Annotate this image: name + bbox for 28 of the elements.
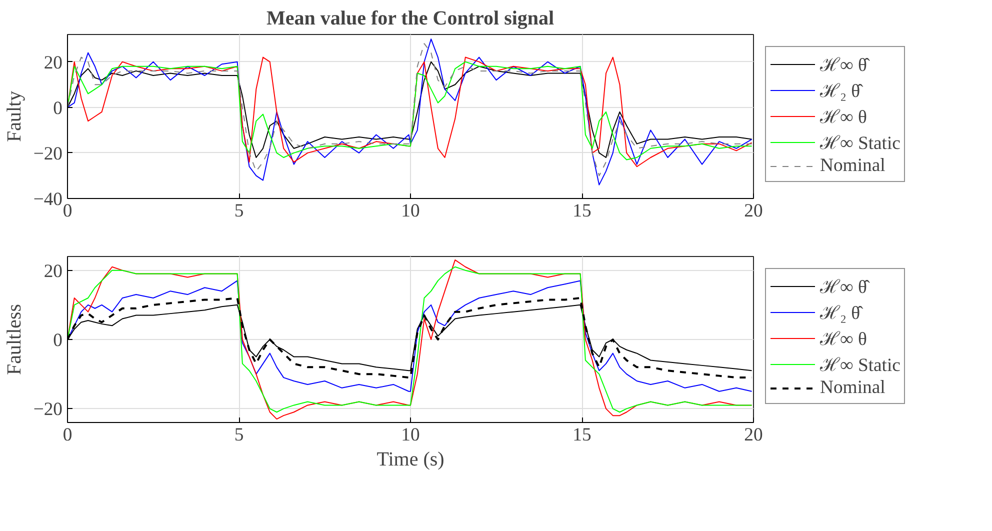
legend-label: ℋ∞ θ <box>820 328 867 351</box>
legend-label: Nominal <box>820 377 886 399</box>
y-axis-title: Faultless <box>3 304 26 376</box>
x-tick-label: 20 <box>744 424 763 446</box>
x-tick-label: 5 <box>234 424 244 446</box>
y-tick-label: 20 <box>44 260 62 282</box>
legend-label: ℋ₂ θ̂ <box>820 80 860 103</box>
y-tick-label: −40 <box>33 189 63 210</box>
legend-label: Nominal <box>820 155 886 177</box>
y-tick-label: 20 <box>44 52 62 74</box>
x-tick-label: 15 <box>572 424 592 446</box>
x-tick-label: 5 <box>234 200 244 222</box>
x-axis-title: Time (s) <box>376 448 444 470</box>
legend-label: ℋ∞ Static <box>820 132 900 155</box>
x-tick-label: 10 <box>401 424 420 446</box>
y-tick-label: 0 <box>53 98 62 119</box>
x-tick-label: 10 <box>401 200 420 222</box>
legend-label: ℋ₂ θ̂ <box>820 302 860 325</box>
x-tick-label: 20 <box>744 200 763 222</box>
y-axis-title: Faulty <box>3 90 26 142</box>
legend-label: ℋ∞ θ <box>820 106 867 129</box>
line-series <box>68 280 752 392</box>
x-tick-label: 15 <box>572 200 592 222</box>
y-tick-label: 0 <box>53 330 62 351</box>
y-tick-label: −20 <box>33 399 63 420</box>
chart-title: Mean value for the Control signal <box>266 8 555 30</box>
y-tick-label: −20 <box>33 143 63 164</box>
legend-label: ℋ∞ Static <box>820 354 900 377</box>
